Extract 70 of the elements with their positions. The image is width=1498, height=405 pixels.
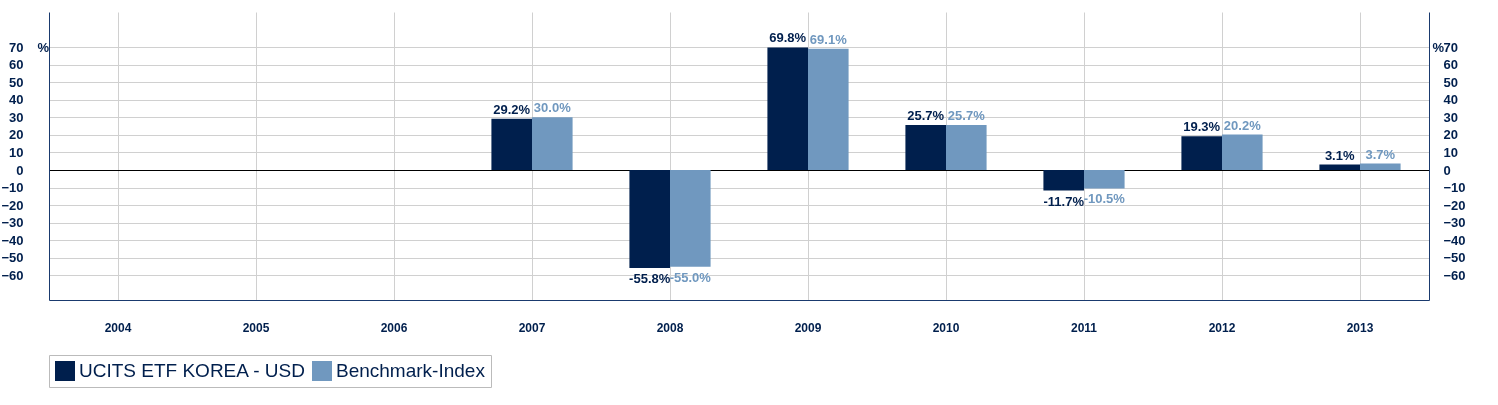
y-tick-label: 10 bbox=[9, 144, 24, 160]
data-label: 69.8% bbox=[769, 30, 807, 46]
y-tick-label: −50 bbox=[1, 250, 24, 266]
bar bbox=[670, 170, 711, 267]
y2-tick-label: −40 bbox=[1443, 232, 1466, 248]
data-label: -55.8% bbox=[629, 271, 671, 287]
data-label: 3.7% bbox=[1365, 146, 1396, 162]
y-tick-label: 20 bbox=[9, 127, 24, 143]
y2-tick-label: 60 bbox=[1443, 57, 1458, 73]
bar bbox=[1084, 170, 1125, 189]
data-label: -10.5% bbox=[1083, 191, 1126, 207]
bar bbox=[1222, 134, 1263, 171]
bar bbox=[491, 118, 532, 171]
x-tick-label: 2004 bbox=[104, 320, 132, 335]
bar bbox=[1043, 170, 1084, 191]
y-tick-label: −20 bbox=[1, 197, 24, 213]
data-label: 25.7% bbox=[947, 107, 986, 123]
x-tick-label: 2005 bbox=[242, 320, 270, 335]
bar bbox=[767, 47, 808, 171]
x-tick-label: 2007 bbox=[518, 320, 546, 335]
legend-label: Benchmark-Index bbox=[336, 360, 486, 381]
x-tick-label: 2006 bbox=[380, 320, 408, 335]
bar bbox=[1360, 163, 1401, 171]
x-tick-label: 2012 bbox=[1208, 320, 1236, 335]
y-tick-label: 60 bbox=[9, 57, 24, 73]
x-tick-label: 2013 bbox=[1346, 320, 1374, 335]
y-tick-label: −60 bbox=[1, 267, 24, 283]
y2-tick-label: 0 bbox=[1443, 162, 1451, 178]
y2-tick-label: −50 bbox=[1443, 250, 1466, 266]
y2-tick-label: −10 bbox=[1443, 180, 1466, 196]
y-tick-label: 0 bbox=[16, 162, 24, 178]
y2-tick-label: 50 bbox=[1443, 74, 1458, 90]
y-tick-label: −10 bbox=[1, 180, 24, 196]
y2-tick-label: 20 bbox=[1443, 127, 1458, 143]
y2-tick-label: 70 bbox=[1443, 39, 1458, 55]
data-label: 29.2% bbox=[493, 101, 531, 117]
y2-tick-label: 10 bbox=[1443, 144, 1458, 160]
x-tick-label: 2010 bbox=[932, 320, 960, 335]
y-tick-label: 50 bbox=[9, 74, 24, 90]
data-label: 30.0% bbox=[533, 100, 572, 116]
y-tick-label: −30 bbox=[1, 215, 24, 231]
y-axis-title: % bbox=[37, 39, 50, 55]
data-label: 19.3% bbox=[1183, 119, 1221, 135]
legend-label: UCITS ETF KOREA - USD bbox=[79, 360, 305, 381]
bar bbox=[808, 48, 849, 171]
bar bbox=[1181, 136, 1222, 171]
x-tick-label: 2008 bbox=[656, 320, 684, 335]
bar bbox=[532, 117, 573, 171]
y-tick-label: 40 bbox=[9, 92, 24, 108]
y-tick-label: −40 bbox=[1, 232, 24, 248]
data-label: -55.0% bbox=[669, 269, 712, 285]
data-label: -11.7% bbox=[1043, 193, 1085, 209]
y2-tick-label: −20 bbox=[1443, 197, 1466, 213]
y2-tick-label: 40 bbox=[1443, 92, 1458, 108]
x-tick-label: 2009 bbox=[794, 320, 822, 335]
y2-tick-label: −60 bbox=[1443, 267, 1466, 283]
data-label: 3.1% bbox=[1324, 147, 1355, 163]
x-tick-label: 2011 bbox=[1070, 320, 1098, 335]
data-label: 69.1% bbox=[809, 31, 848, 47]
bar bbox=[1319, 164, 1360, 171]
bar bbox=[905, 124, 946, 171]
y2-tick-label: 30 bbox=[1443, 109, 1458, 125]
data-label: 20.2% bbox=[1223, 117, 1262, 133]
data-label: 25.7% bbox=[907, 107, 945, 123]
y2-axis-title: % bbox=[1432, 39, 1445, 55]
bar bbox=[629, 170, 670, 269]
y-tick-label: 30 bbox=[9, 109, 24, 125]
y2-tick-label: −30 bbox=[1443, 215, 1466, 231]
y-tick-label: 70 bbox=[9, 39, 24, 55]
bar bbox=[946, 124, 987, 171]
